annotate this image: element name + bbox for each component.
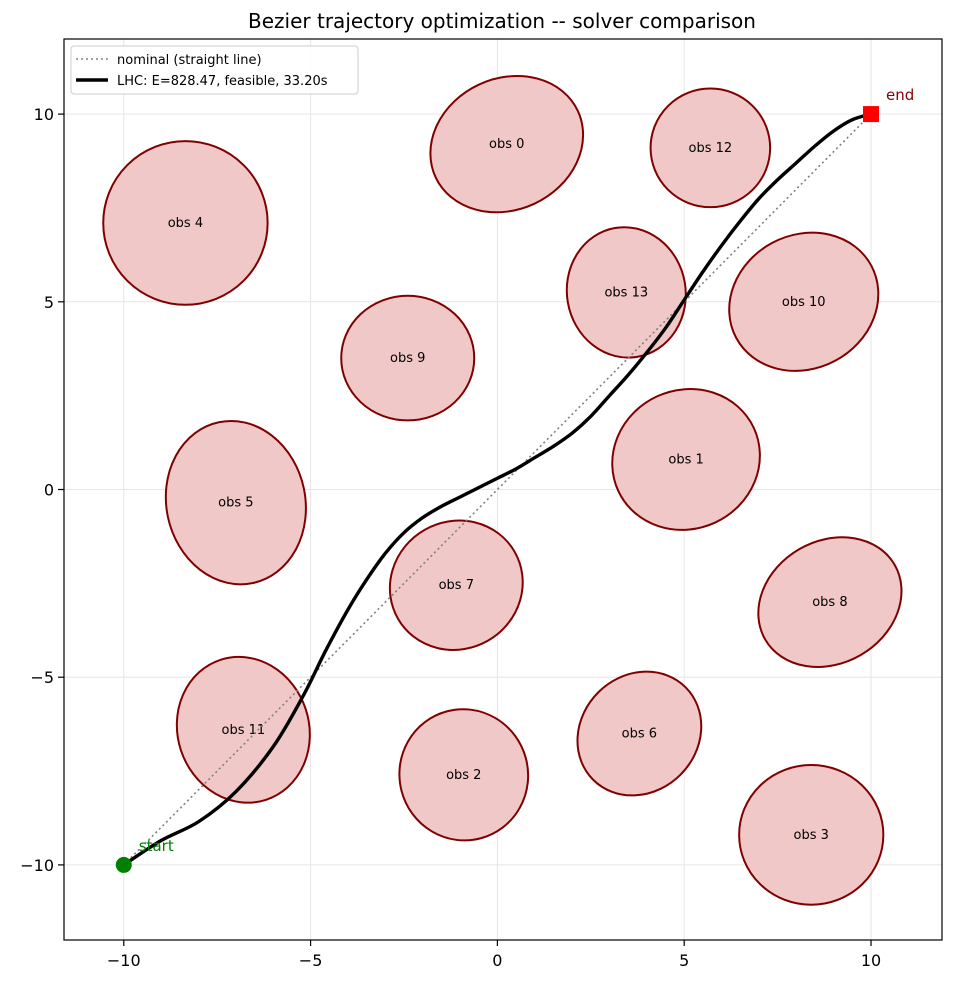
end-label: end xyxy=(886,86,914,104)
x-tick-label: −5 xyxy=(299,951,323,970)
series-lhc-line xyxy=(122,112,872,867)
obstacle-ellipse xyxy=(611,388,761,531)
legend: nominal (straight line) LHC: E=828.47, fe… xyxy=(70,45,359,95)
y-tick-label: 5 xyxy=(44,293,54,312)
obstacle-label: obs 9 xyxy=(390,351,425,366)
obstacle-label: obs 5 xyxy=(218,496,253,511)
x-tick-label: 0 xyxy=(492,951,502,970)
obstacle-ellipse xyxy=(429,74,585,214)
y-tick-label: 10 xyxy=(34,105,54,124)
chart-title: Bezier trajectory optimization -- solver… xyxy=(248,9,756,33)
obstacle-ellipse xyxy=(175,655,311,804)
obstacle-label: obs 7 xyxy=(439,578,474,593)
plot-content: obs 0 obs 1 obs 2 obs 3 obs 4 obs 5 obs 6 obs 7… xyxy=(64,39,942,940)
obstacle-ellipse xyxy=(649,87,772,209)
obstacle-label: obs 4 xyxy=(168,216,203,231)
obstacle-label: obs 3 xyxy=(794,828,829,843)
obstacle-label: obs 11 xyxy=(222,723,266,738)
obstacle-ellipse xyxy=(728,231,880,372)
series-nominal-line xyxy=(123,113,872,866)
legend-box xyxy=(70,45,359,95)
obstacle-ellipse xyxy=(340,294,476,422)
obstacle-ellipse xyxy=(398,708,530,842)
axis-ticks: −10 −5 0 5 10 −10 −5 0 5 10 xyxy=(20,105,881,970)
obstacle-ellipse xyxy=(164,419,307,586)
obstacle-label: obs 1 xyxy=(668,452,703,467)
obstacle-ellipse xyxy=(738,764,885,906)
obstacle-label: obs 8 xyxy=(812,595,847,610)
y-tick-label: −5 xyxy=(30,668,54,687)
obstacle-label: obs 12 xyxy=(689,141,733,156)
obstacle-label: obs 2 xyxy=(446,768,481,783)
plot-area: obs 0 obs 1 obs 2 obs 3 obs 4 obs 5 obs 6 obs 7… xyxy=(64,39,942,940)
obstacle-label: obs 0 xyxy=(489,137,524,152)
end-marker xyxy=(863,106,880,123)
legend-label-nominal: nominal (straight line) xyxy=(117,53,262,68)
y-tick-label: −10 xyxy=(20,856,54,875)
x-tick-label: 10 xyxy=(861,951,881,970)
obstacle-label: obs 6 xyxy=(622,727,657,742)
obstacle-ellipse xyxy=(102,140,269,306)
obstacle-label: obs 10 xyxy=(782,295,826,310)
obstacle-label: obs 13 xyxy=(604,285,648,300)
obstacle-ellipse xyxy=(576,670,703,797)
y-tick-label: 0 xyxy=(44,481,54,500)
obstacle-ellipse xyxy=(565,226,687,359)
legend-label-lhc: LHC: E=828.47, feasible, 33.20s xyxy=(117,74,328,89)
start-label: start xyxy=(139,837,174,855)
x-tick-label: −10 xyxy=(107,951,141,970)
obstacle-ellipse xyxy=(757,536,903,668)
start-marker xyxy=(115,856,132,873)
obstacle-ellipse xyxy=(388,519,524,651)
x-tick-label: 5 xyxy=(679,951,689,970)
